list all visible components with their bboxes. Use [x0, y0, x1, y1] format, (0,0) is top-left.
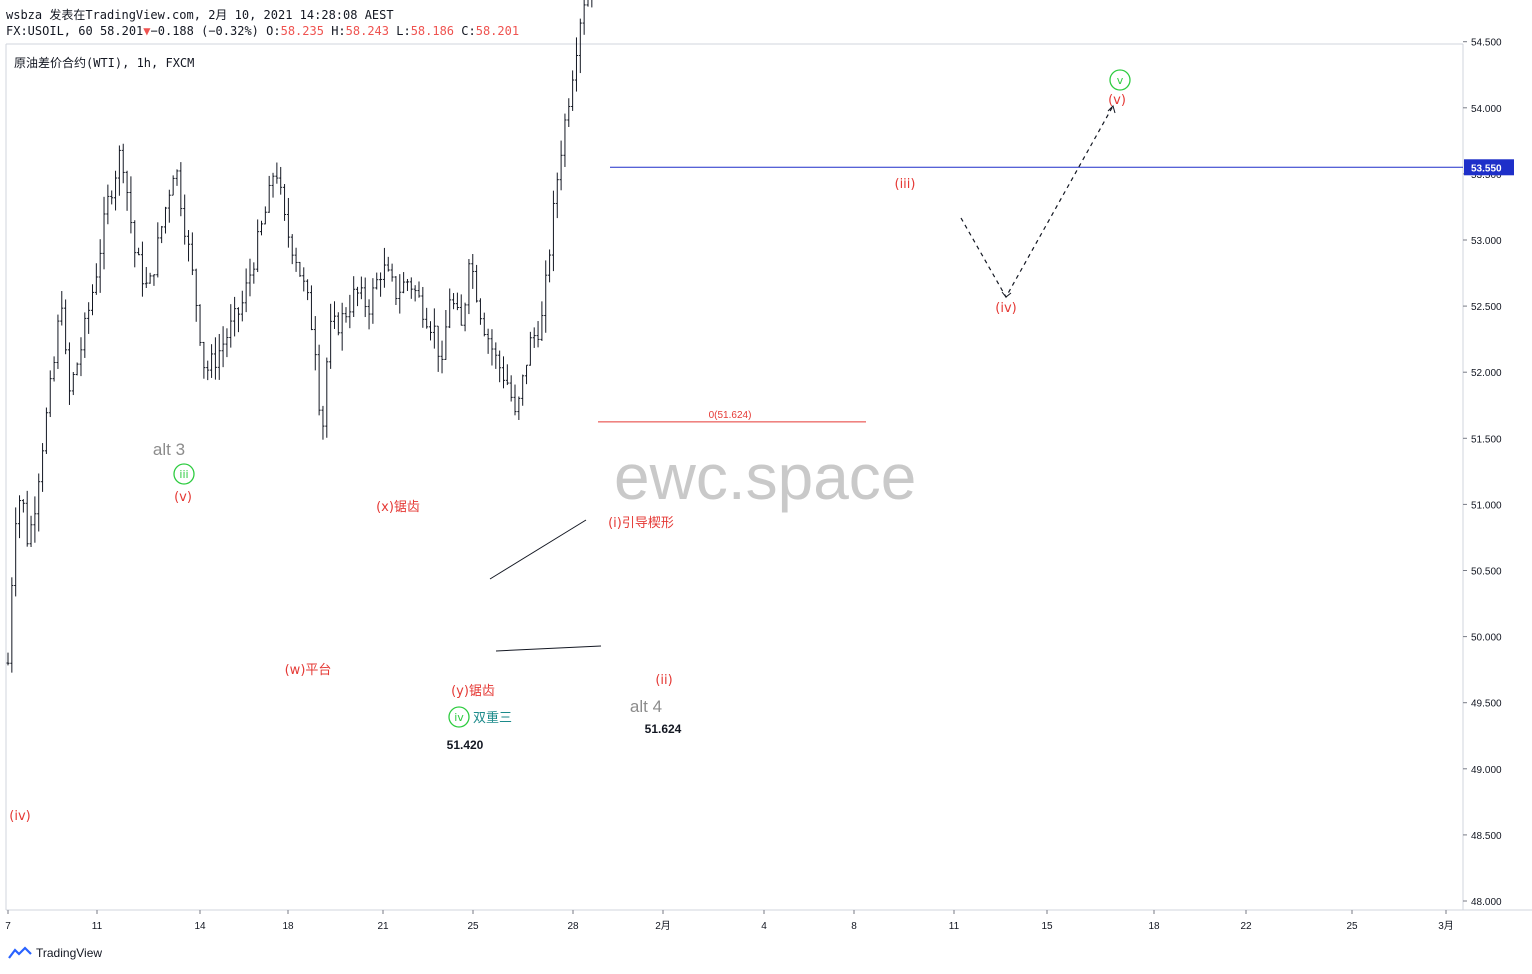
x-tick-label: 2月 — [655, 920, 671, 932]
x-tick-label: 18 — [1148, 921, 1160, 932]
down-arrow-icon: ▼ — [143, 24, 151, 38]
price-note-label: 51.624 — [645, 722, 682, 736]
wedge-upper-line — [489, 519, 587, 580]
y-tick-label: 53.000 — [1471, 236, 1502, 247]
wave-label-green: iii — [179, 468, 188, 481]
y-tick-label: 54.500 — [1471, 38, 1502, 49]
symbol-info: FX:USOIL, 60 — [6, 24, 93, 38]
support-level-value: 53.550 — [1471, 163, 1502, 174]
projection-arrow-head — [1001, 291, 1012, 298]
projection-path — [960, 105, 1114, 299]
y-tick-label: 53.500 — [1471, 170, 1502, 181]
x-tick-label: 25 — [467, 921, 479, 932]
y-tick-label: 49.000 — [1471, 765, 1502, 776]
wave-circle-green — [173, 463, 195, 485]
close-value: 58.201 — [475, 24, 520, 38]
y-tick-label: 50.000 — [1471, 633, 1502, 644]
y-tick-label: 51.500 — [1471, 434, 1502, 445]
x-tick-label: 28 — [567, 921, 579, 932]
y-tick-label: 52.000 — [1471, 368, 1502, 379]
x-tick-label: 7 — [5, 921, 11, 932]
x-tick-label: 8 — [851, 921, 857, 932]
y-tick-label: 52.500 — [1471, 302, 1502, 313]
wave-label-red: (ii) — [655, 673, 672, 688]
last-price: 58.201 — [99, 24, 144, 38]
y-tick-label: 54.000 — [1471, 104, 1502, 115]
support-level-tag — [1464, 159, 1514, 176]
x-tick-label: 3月 — [1438, 920, 1454, 932]
x-tick-label: 21 — [377, 921, 389, 932]
wave-label-red: (i)引导楔形 — [608, 516, 674, 531]
high-label: H: — [331, 24, 346, 38]
low-label: L: — [396, 24, 411, 38]
alt-count-label: alt 3 — [153, 440, 185, 459]
x-tick-label: 11 — [92, 921, 103, 932]
ohlc-line: FX:USOIL, 60 58.201▼−0.188 (−0.32%) O:58… — [6, 24, 519, 38]
low-value: 58.186 — [410, 24, 455, 38]
y-tick-label: 48.500 — [1471, 831, 1502, 842]
wave-label-red: (iii) — [895, 177, 916, 192]
x-tick-label: 11 — [949, 921, 960, 932]
publish-datetime: 2月 10, 2021 14:28:08 AEST — [208, 8, 394, 22]
wave-label-red: (w)平台 — [285, 663, 332, 678]
y-tick-label: 49.500 — [1471, 699, 1502, 710]
symbol-title: 原油差价合约(WTI), 1h, FXCM — [14, 56, 195, 70]
tradingview-logo-icon — [8, 946, 32, 959]
wave-label-suffix: 双重三 — [473, 710, 512, 726]
author-name: wsbza — [6, 8, 43, 22]
high-value: 58.243 — [345, 24, 389, 38]
projection-arrow-head — [1107, 105, 1116, 114]
x-tick-label: 15 — [1041, 921, 1053, 932]
wave-label-red: (y)锯齿 — [451, 684, 495, 699]
wave-label-green: v — [1117, 74, 1124, 87]
alt-count-label: alt 4 — [630, 697, 662, 716]
x-tick-label: 18 — [282, 921, 294, 932]
y-tick-label: 51.000 — [1471, 500, 1502, 511]
wave-label-red: (v) — [174, 490, 192, 505]
price-note-label: 51.420 — [447, 738, 484, 752]
wave-label-red: (v) — [1108, 93, 1126, 108]
published-prefix: 发表在TradingView.com, — [49, 8, 201, 22]
wave-label-red: (iv) — [995, 301, 1016, 316]
wave-label-red: (x)锯齿 — [376, 500, 420, 515]
footer-branding[interactable]: TradingView — [8, 946, 102, 960]
watermark: ewc.space — [614, 441, 917, 513]
close-label: C: — [461, 24, 476, 38]
y-tick-label: 50.500 — [1471, 567, 1502, 578]
wave-label-green: iv — [454, 711, 464, 724]
price-change: −0.188 (−0.32%) — [150, 24, 259, 38]
open-value: 58.235 — [280, 24, 324, 38]
wedge-lower-line — [495, 645, 602, 652]
y-tick-label: 48.000 — [1471, 897, 1502, 908]
wave-label-red: (iv) — [9, 809, 30, 824]
wave-circle-green — [448, 706, 470, 728]
wave-circle-green — [1109, 69, 1131, 91]
x-tick-label: 14 — [194, 921, 206, 932]
fib-level-label: 0(51.624) — [709, 410, 752, 421]
footer-brand: TradingView — [36, 946, 103, 960]
publish-info: wsbza 发表在TradingView.com, 2月 10, 2021 14… — [6, 6, 394, 23]
x-tick-label: 22 — [1240, 921, 1252, 932]
x-tick-label: 25 — [1346, 921, 1358, 932]
open-label: O: — [266, 24, 281, 38]
x-tick-label: 4 — [761, 921, 767, 932]
